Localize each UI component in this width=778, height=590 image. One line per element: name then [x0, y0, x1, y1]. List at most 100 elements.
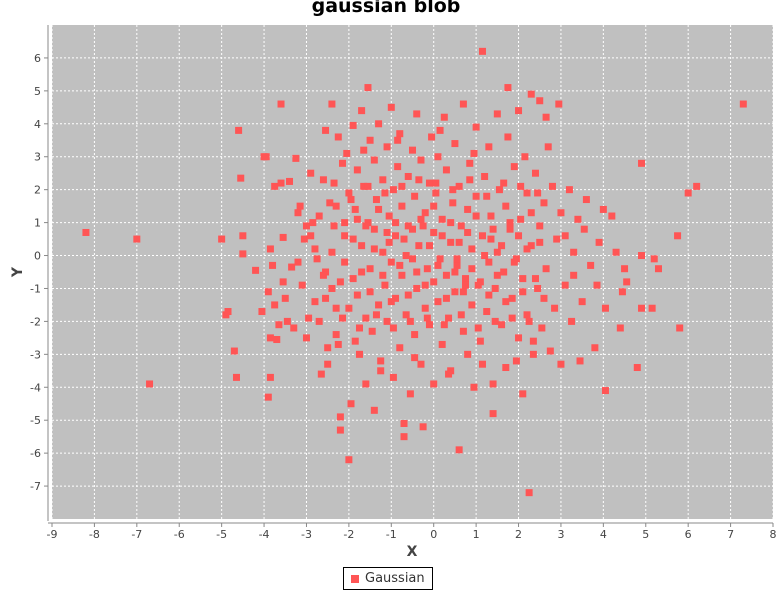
data-point: [498, 242, 506, 250]
data-point: [358, 268, 366, 276]
data-point: [485, 143, 493, 151]
data-point: [538, 324, 546, 332]
data-point: [239, 232, 247, 240]
data-point: [601, 387, 609, 395]
data-point: [387, 258, 395, 266]
data-point: [296, 202, 304, 210]
data-point: [404, 172, 412, 180]
data-point: [264, 288, 272, 296]
data-point: [370, 406, 378, 414]
data-point: [464, 228, 472, 236]
data-point: [237, 174, 245, 182]
y-tick-label: -1: [30, 282, 41, 295]
data-point: [324, 360, 332, 368]
data-point: [279, 278, 287, 286]
data-point: [506, 225, 514, 233]
data-point: [298, 281, 306, 289]
data-point: [366, 288, 374, 296]
data-point: [339, 159, 347, 167]
data-point: [406, 390, 414, 398]
data-point: [406, 317, 414, 325]
x-tick-label: -4: [259, 528, 270, 541]
data-point: [504, 133, 512, 141]
data-point: [258, 308, 266, 316]
data-point: [396, 130, 404, 138]
data-point: [466, 176, 474, 184]
data-point: [264, 393, 272, 401]
data-point: [534, 189, 542, 197]
data-point: [654, 265, 662, 273]
data-point: [580, 225, 588, 233]
data-point: [336, 426, 344, 434]
data-point: [353, 291, 361, 299]
data-point: [457, 311, 465, 319]
data-point: [379, 176, 387, 184]
data-point: [483, 308, 491, 316]
data-point: [271, 301, 279, 309]
data-point: [481, 172, 489, 180]
data-point: [453, 261, 461, 269]
data-point: [510, 163, 518, 171]
data-point: [478, 232, 486, 240]
data-point: [561, 281, 569, 289]
tick-labels: -9 -8 -7 -6 -5 -4 -3 -2 -1 0 1 2 3 4 5 6 7 8 -7 -6 -5 -4 -3 -2 -…: [30, 52, 776, 541]
data-point: [379, 248, 387, 256]
data-point: [510, 258, 518, 266]
data-point: [578, 298, 586, 306]
data-point: [425, 321, 433, 329]
data-point: [377, 357, 385, 365]
data-point: [417, 360, 425, 368]
data-points: [82, 47, 747, 497]
data-point: [491, 317, 499, 325]
data-point: [364, 182, 372, 190]
data-point: [536, 222, 544, 230]
data-point: [398, 271, 406, 279]
data-point: [372, 311, 380, 319]
x-tick-label: -6: [174, 528, 185, 541]
data-point: [451, 268, 459, 276]
data-point: [364, 84, 372, 92]
data-point: [487, 212, 495, 220]
data-point: [517, 215, 525, 223]
data-point: [623, 278, 631, 286]
data-point: [349, 121, 357, 129]
data-point: [328, 100, 336, 108]
data-point: [353, 215, 361, 223]
data-point: [146, 380, 154, 388]
data-point: [523, 245, 531, 253]
data-point: [411, 331, 419, 339]
data-point: [576, 357, 584, 365]
data-point: [343, 149, 351, 157]
data-point: [638, 304, 646, 312]
data-point: [224, 308, 232, 316]
data-point: [417, 215, 425, 223]
data-point: [232, 373, 240, 381]
data-point: [358, 107, 366, 115]
data-point: [336, 413, 344, 421]
data-point: [551, 304, 559, 312]
plot-area: [52, 25, 773, 519]
data-point: [404, 291, 412, 299]
data-point: [421, 281, 429, 289]
data-point: [409, 255, 416, 263]
data-point: [319, 176, 327, 184]
data-point: [377, 367, 385, 375]
data-point: [599, 205, 607, 213]
data-point: [392, 219, 400, 227]
x-tick-label: -2: [343, 528, 354, 541]
data-point: [472, 123, 480, 131]
data-point: [313, 255, 321, 263]
data-point: [553, 235, 561, 243]
data-point: [638, 159, 646, 167]
data-point: [302, 334, 310, 342]
data-point: [415, 242, 423, 250]
data-point: [451, 288, 459, 296]
data-point: [421, 209, 429, 217]
data-point: [332, 202, 340, 210]
data-point: [536, 238, 544, 246]
data-point: [334, 340, 342, 348]
data-point: [621, 265, 629, 273]
y-tick-label: -7: [30, 480, 41, 493]
data-point: [468, 265, 476, 273]
data-point: [288, 263, 296, 271]
